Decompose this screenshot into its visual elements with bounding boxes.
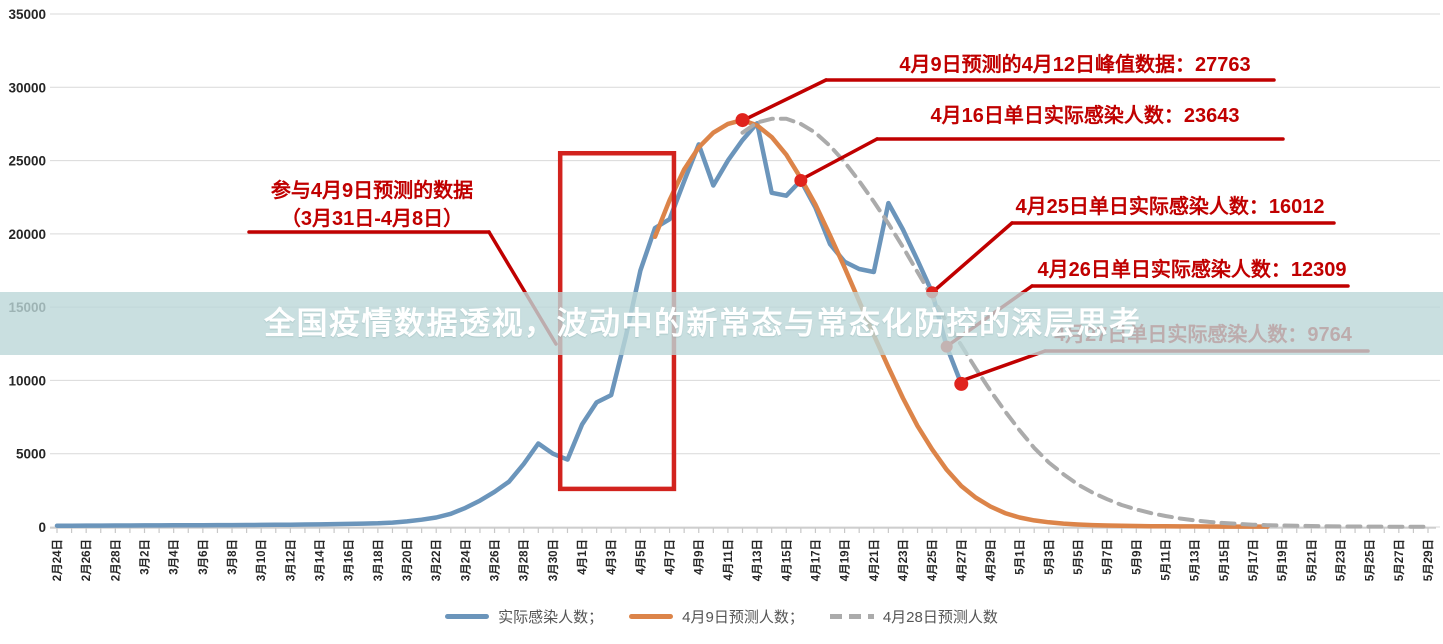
svg-text:4月21日: 4月21日 xyxy=(868,539,881,581)
series-4月9日预测人数 xyxy=(652,117,1270,529)
svg-text:3月8日: 3月8日 xyxy=(226,539,239,575)
annotation-apr25: 4月25日单日实际感染人数：16012 xyxy=(933,194,1336,292)
series-4月28日预测人数 xyxy=(740,116,1430,529)
svg-text:3月30日: 3月30日 xyxy=(547,539,560,581)
svg-text:4月19日: 4月19日 xyxy=(839,539,852,581)
annotation-callout-line xyxy=(933,221,1014,292)
title-band: 全国疫情数据透视，波动中的新常态与常态化防控的深层思考 xyxy=(0,292,1443,355)
svg-text:3月2日: 3月2日 xyxy=(139,539,152,575)
svg-text:20000: 20000 xyxy=(8,227,46,242)
svg-text:5月29日: 5月29日 xyxy=(1422,539,1435,581)
svg-text:35000: 35000 xyxy=(8,7,46,22)
svg-text:5月5日: 5月5日 xyxy=(1072,539,1085,575)
svg-text:5月17日: 5月17日 xyxy=(1247,539,1260,581)
annotation-text: 4月26日单日实际感染人数：12309 xyxy=(1038,257,1347,281)
svg-text:5月3日: 5月3日 xyxy=(1043,539,1056,575)
svg-text:5月11日: 5月11日 xyxy=(1159,539,1172,581)
annotation-text: 4月9日预测的4月12日峰值数据：27763 xyxy=(899,52,1250,76)
svg-text:3月12日: 3月12日 xyxy=(284,539,297,581)
svg-text:4月1日: 4月1日 xyxy=(576,539,589,575)
svg-text:3月14日: 3月14日 xyxy=(314,539,327,581)
svg-text:3月18日: 3月18日 xyxy=(372,539,385,581)
svg-text:3月20日: 3月20日 xyxy=(401,539,414,581)
svg-text:5月15日: 5月15日 xyxy=(1218,539,1231,581)
svg-text:4月7日: 4月7日 xyxy=(664,539,677,575)
x-axis: 2月24日 2月26日 2月28日 3月2日 3月4日 3月6日 3月8日 3月10日 3月12… xyxy=(50,527,1436,581)
svg-text:10000: 10000 xyxy=(8,373,46,388)
svg-text:3月28日: 3月28日 xyxy=(518,539,531,581)
svg-text:5月19日: 5月19日 xyxy=(1276,539,1289,581)
svg-text:5月27日: 5月27日 xyxy=(1393,539,1406,581)
svg-text:3月16日: 3月16日 xyxy=(343,539,356,581)
legend-label: 实际感染人数； xyxy=(498,609,604,626)
annotation-text: 4月16日单日实际感染人数：23643 xyxy=(931,103,1240,127)
svg-text:4月29日: 4月29日 xyxy=(984,539,997,581)
legend-swatch-apr9-forecast xyxy=(629,614,674,619)
svg-text:4月3日: 4月3日 xyxy=(605,539,618,575)
legend: 实际感染人数； 4月9日预测人数； 4月28日预测人数 xyxy=(0,606,1443,627)
annotation-text: （3月31日-4月8日） xyxy=(281,207,463,230)
svg-text:2月28日: 2月28日 xyxy=(109,539,122,581)
svg-text:2月26日: 2月26日 xyxy=(80,539,93,581)
legend-label: 4月9日预测人数； xyxy=(682,609,804,626)
annotation-input-window: 参与4月9日预测的数据 （3月31日-4月8日） xyxy=(247,178,558,346)
svg-text:5月13日: 5月13日 xyxy=(1189,539,1202,581)
annotation-callout-line xyxy=(956,349,1047,384)
legend-item-apr28-forecast: 4月28日预测人数 xyxy=(829,606,998,627)
y-axis-labels: 05000100001500020000250003000035000 xyxy=(8,7,46,535)
annotation-apr16: 4月16日单日实际感染人数：23643 xyxy=(802,103,1285,180)
annotation-peak-prediction: 4月9日预测的4月12日峰值数据：27763 xyxy=(746,52,1276,120)
svg-text:5月9日: 5月9日 xyxy=(1130,539,1143,575)
svg-text:3月22日: 3月22日 xyxy=(430,539,443,581)
svg-text:3月24日: 3月24日 xyxy=(459,539,472,581)
legend-swatch-apr28-forecast xyxy=(829,614,874,619)
svg-text:5月7日: 5月7日 xyxy=(1101,539,1114,575)
annotation-text: 参与4月9日预测的数据 xyxy=(271,178,473,202)
svg-text:25000: 25000 xyxy=(8,154,46,169)
svg-text:4月5日: 4月5日 xyxy=(634,539,647,575)
svg-text:5月21日: 5月21日 xyxy=(1305,539,1318,581)
svg-text:4月9日: 4月9日 xyxy=(693,539,706,575)
page-title: 全国疫情数据透视，波动中的新常态与常态化防控的深层思考 xyxy=(264,306,1142,341)
svg-text:0: 0 xyxy=(38,520,46,535)
svg-text:30000: 30000 xyxy=(8,80,46,95)
svg-text:3月4日: 3月4日 xyxy=(168,539,181,575)
annotation-callout-line xyxy=(746,78,828,120)
annotation-text: 4月25日单日实际感染人数：16012 xyxy=(1016,194,1325,218)
legend-label: 4月28日预测人数 xyxy=(882,609,998,626)
annotation-callout-line xyxy=(802,137,879,180)
svg-text:5月25日: 5月25日 xyxy=(1364,539,1377,581)
svg-text:4月25日: 4月25日 xyxy=(926,539,939,581)
svg-text:5月1日: 5月1日 xyxy=(1014,539,1027,575)
series-lines xyxy=(54,116,1430,529)
svg-text:5月23日: 5月23日 xyxy=(1334,539,1347,581)
legend-item-apr9-forecast: 4月9日预测人数； xyxy=(629,606,804,627)
svg-text:4月15日: 4月15日 xyxy=(780,539,793,581)
svg-text:3月10日: 3月10日 xyxy=(255,539,268,581)
svg-text:5000: 5000 xyxy=(16,447,46,462)
svg-text:3月6日: 3月6日 xyxy=(197,539,210,575)
svg-text:2月24日: 2月24日 xyxy=(51,539,64,581)
svg-text:4月23日: 4月23日 xyxy=(897,539,910,581)
svg-text:4月17日: 4月17日 xyxy=(809,539,822,581)
legend-item-actual: 实际感染人数； xyxy=(445,606,603,627)
svg-text:4月13日: 4月13日 xyxy=(751,539,764,581)
legend-swatch-actual xyxy=(445,614,490,619)
svg-text:4月11日: 4月11日 xyxy=(722,539,735,581)
svg-text:4月27日: 4月27日 xyxy=(955,539,968,581)
svg-text:3月26日: 3月26日 xyxy=(489,539,502,581)
